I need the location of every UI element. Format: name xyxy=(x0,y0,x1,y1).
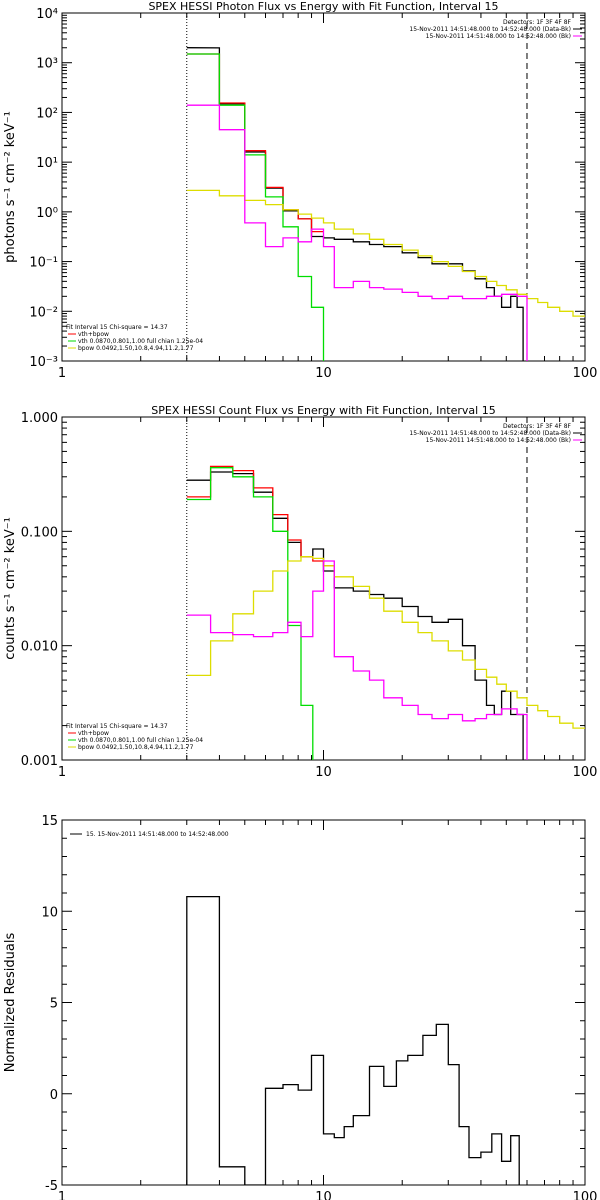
legend-entry: bpow 0.0492,1.50,10.8,4.94,11.2,1.77 xyxy=(78,744,194,751)
header-text: 15-Nov-2011 14:51:48.000 to 14:52:48.000… xyxy=(409,26,571,33)
header-text: 15-Nov-2011 14:51:48.000 to 14:52:48.000… xyxy=(409,430,571,437)
y-tick-label: 10¹ xyxy=(36,156,58,171)
header-text: Detectors: 1F 3F 4F 8F xyxy=(503,423,572,430)
y-tick-label: 5 xyxy=(50,997,58,1012)
series-bpow-line xyxy=(186,556,585,729)
y-tick-label: 15 xyxy=(41,814,58,829)
series-background-line xyxy=(186,560,528,760)
y-axis-label: photons s⁻¹ cm⁻² keV⁻¹ xyxy=(3,111,18,263)
y-axis-label: Normalized Residuals xyxy=(3,933,18,1073)
y-tick-label: 10⁰ xyxy=(36,206,58,221)
legend-entry: vth 0.0870,0.801,1.00 full chian 1.25e-0… xyxy=(78,737,203,744)
y-tick-label: 1.000 xyxy=(21,411,58,426)
y-tick-label: 0.010 xyxy=(21,640,58,655)
chart-title: SPEX HESSI Photon Flux vs Energy with Fi… xyxy=(148,0,498,13)
residuals-chart: 1 10 100 -5 0 5 10 15 Normalized Residuals 15. 15… xyxy=(3,814,598,1200)
series-total_fit-line xyxy=(186,53,324,233)
series-residuals-line xyxy=(186,895,520,1185)
x-tick-label: 10 xyxy=(315,1190,332,1200)
series-data-line xyxy=(186,47,524,361)
count-flux-chart: SPEX HESSI Count Flux vs Energy with Fit… xyxy=(3,404,598,780)
legend-title: Fit Interval 15 Chi-square = 14.37 xyxy=(66,324,168,331)
y-tick-label: 0.100 xyxy=(21,525,58,540)
series-bpow-line xyxy=(186,189,585,317)
chart-title: SPEX HESSI Count Flux vs Energy with Fit… xyxy=(151,404,495,417)
y-tick-label: 10 xyxy=(41,905,58,920)
y-tick-label: 10⁻¹ xyxy=(29,256,58,271)
y-tick-label: 10⁴ xyxy=(36,7,58,22)
header-text: 15-Nov-2011 14:51:48.000 to 14:52:48.000… xyxy=(426,33,571,40)
x-tick-label: 1 xyxy=(58,366,66,381)
x-tick-label: 10 xyxy=(315,366,332,381)
x-tick-label: 1 xyxy=(58,765,66,780)
legend-entry: vth+bpow xyxy=(78,331,109,338)
series-background-line xyxy=(186,104,528,361)
series-vth-line xyxy=(186,53,325,361)
photon-flux-chart: SPEX HESSI Photon Flux vs Energy with Fi… xyxy=(3,0,598,381)
y-tick-label: 10³ xyxy=(36,57,58,72)
series-total_fit-line xyxy=(186,465,335,567)
y-tick-label: 0.001 xyxy=(21,754,58,769)
x-tick-label: 1 xyxy=(58,1190,66,1200)
y-tick-label: 10⁻³ xyxy=(29,355,58,370)
legend-entry: vth 0.0870,0.801,1.00 full chian 1.25e-0… xyxy=(78,338,203,345)
legend-entry: 15. 15-Nov-2011 14:51:48.000 to 14:52:48… xyxy=(86,831,229,838)
y-tick-label: 10² xyxy=(36,106,58,121)
x-tick-label: 10 xyxy=(315,765,332,780)
series-data-line xyxy=(186,471,524,760)
y-tick-label: -5 xyxy=(45,1179,58,1194)
series-vth-line xyxy=(186,467,314,760)
legend-entry: vth+bpow xyxy=(78,730,109,737)
legend-entry: bpow 0.0492,1.50,10.8,4.94,11.2,1.77 xyxy=(78,345,194,352)
x-tick-label: 100 xyxy=(573,765,598,780)
y-tick-label: 10⁻² xyxy=(29,305,58,320)
y-tick-label: 0 xyxy=(50,1088,58,1103)
header-text: Detectors: 1F 3F 4F 8F xyxy=(503,19,572,26)
header-text: 15-Nov-2011 14:51:48.000 to 14:52:48.000… xyxy=(426,437,571,444)
y-axis-label: counts s⁻¹ cm⁻² keV⁻¹ xyxy=(3,517,18,660)
x-tick-label: 100 xyxy=(573,1190,598,1200)
legend-title: Fit Interval 15 Chi-square = 14.37 xyxy=(66,723,168,730)
x-tick-label: 100 xyxy=(573,366,598,381)
